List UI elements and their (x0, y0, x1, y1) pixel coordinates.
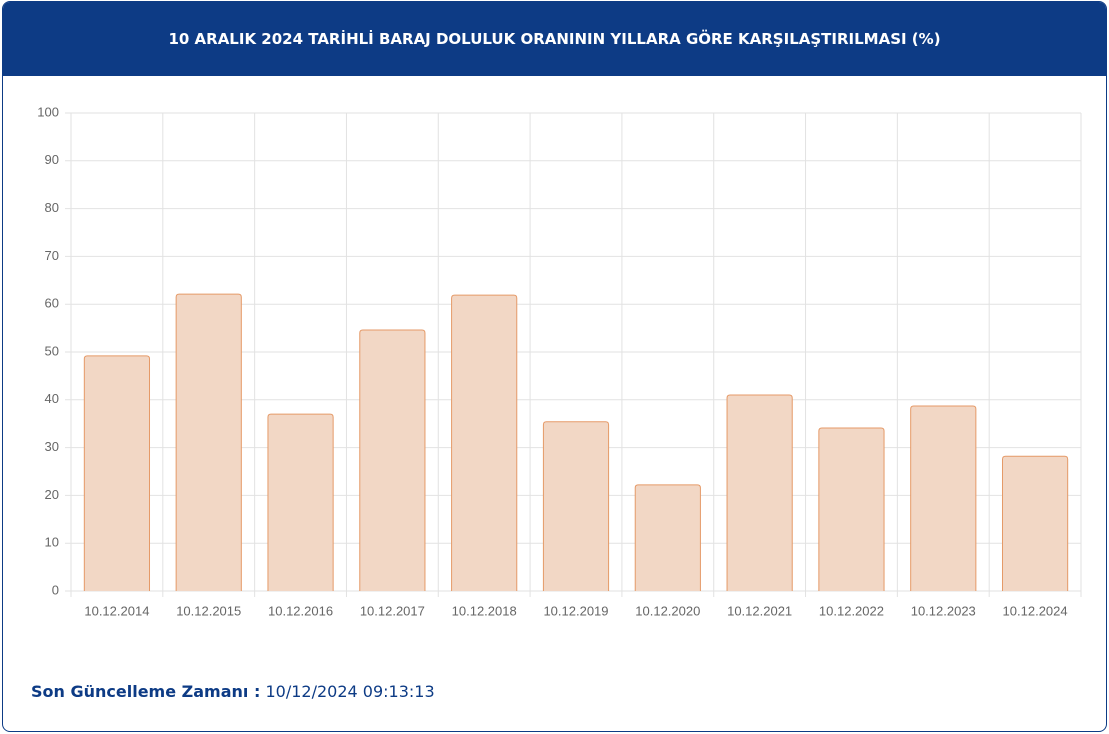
y-tick-label: 100 (37, 104, 59, 119)
bar (542, 421, 610, 591)
bar (910, 405, 977, 591)
y-tick-label: 20 (45, 487, 59, 502)
x-tick-label: 10.12.2021 (727, 603, 792, 618)
x-tick-label: 10.12.2017 (360, 603, 425, 618)
x-tick-label: 10.12.2022 (819, 603, 884, 618)
x-tick-label: 10.12.2018 (452, 603, 517, 618)
footer-label: Son Güncelleme Zamanı : (31, 682, 261, 701)
x-tick-label: 10.12.2015 (176, 603, 241, 618)
bar (451, 294, 518, 591)
y-tick-label: 90 (45, 152, 59, 167)
x-tick-label: 10.12.2024 (1003, 603, 1068, 618)
bar (359, 329, 426, 591)
y-tick-label: 30 (45, 439, 59, 454)
y-tick-label: 0 (52, 582, 59, 597)
header: 10 ARALIK 2024 TARİHLİ BARAJ DOLULUK ORA… (3, 2, 1106, 76)
y-tick-label: 60 (45, 296, 59, 311)
bar (726, 394, 793, 591)
x-tick-label: 10.12.2023 (911, 603, 976, 618)
x-tick-label: 10.12.2020 (635, 603, 700, 618)
bar (818, 427, 885, 591)
y-tick-label: 50 (45, 343, 59, 358)
bar (175, 293, 242, 591)
bar (1002, 455, 1069, 591)
footer: Son Güncelleme Zamanı : 10/12/2024 09:13… (31, 682, 435, 701)
y-tick-label: 40 (45, 391, 59, 406)
chart-title: 10 ARALIK 2024 TARİHLİ BARAJ DOLULUK ORA… (168, 30, 941, 48)
x-tick-label: 10.12.2019 (543, 603, 608, 618)
x-tick-label: 10.12.2014 (84, 603, 149, 618)
bar (634, 484, 701, 591)
bar (83, 355, 151, 591)
y-tick-label: 80 (45, 200, 59, 215)
bar (267, 413, 334, 591)
y-tick-label: 70 (45, 248, 59, 263)
footer-value: 10/12/2024 09:13:13 (265, 682, 435, 701)
x-tick-label: 10.12.2016 (268, 603, 333, 618)
y-tick-label: 10 (45, 535, 59, 550)
